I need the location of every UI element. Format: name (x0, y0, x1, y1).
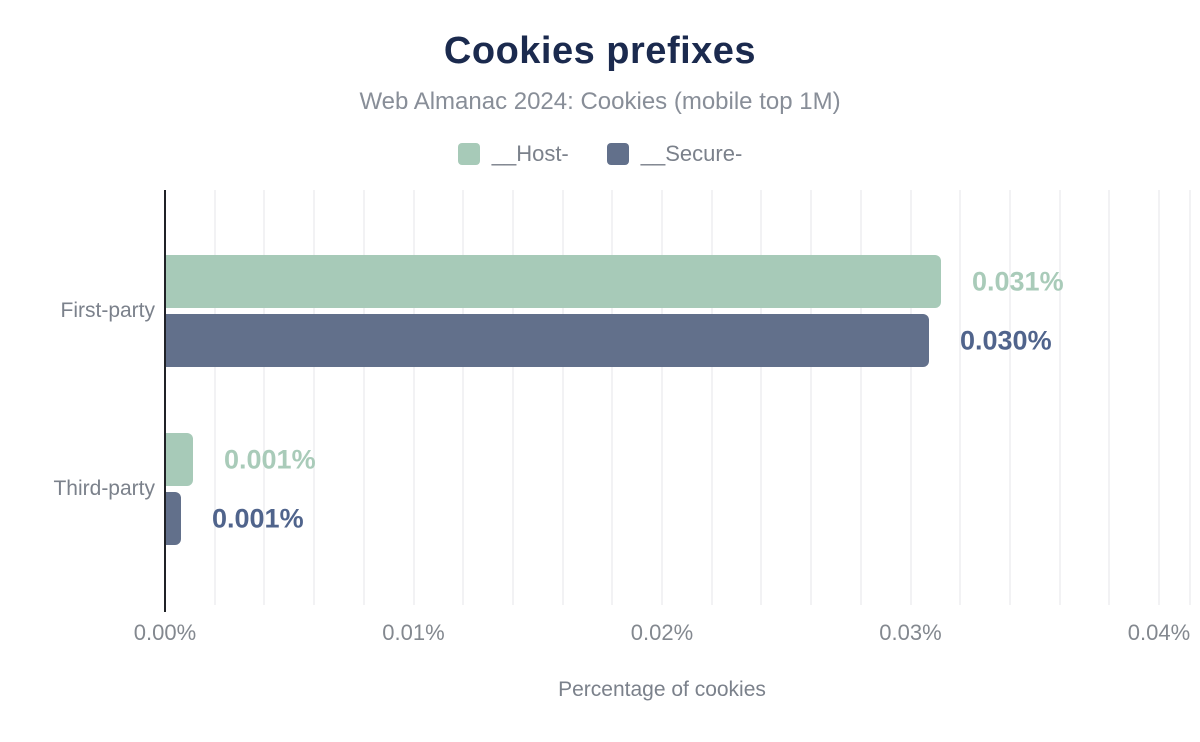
x-axis-title: Percentage of cookies (558, 678, 766, 701)
gridline (909, 190, 912, 605)
bar-host-third-party (166, 433, 193, 486)
gridline (263, 190, 266, 605)
legend-swatch-secure-icon (606, 143, 629, 165)
x-tick-label-002: 0.02% (630, 620, 694, 645)
gridline (810, 190, 813, 605)
value-label-secure-third-party: 0.001% (212, 503, 304, 533)
gridline (1189, 190, 1191, 605)
x-tick-label-003: 0.03% (879, 620, 942, 645)
gridline (1158, 190, 1160, 605)
legend-item-host: __Host- (457, 141, 569, 167)
gridline (362, 190, 365, 605)
gridline (511, 190, 514, 605)
x-tick-label-001: 0.01% (382, 620, 445, 645)
gridline (1108, 190, 1111, 605)
x-tick-label-000: 0.00% (133, 620, 197, 645)
category-label-third-party: Third-party (53, 477, 155, 500)
bar-secure-third-party (166, 492, 181, 545)
gridline (462, 190, 465, 605)
value-label-host-third-party: 0.001% (224, 444, 316, 474)
legend-label-secure: __Secure- (640, 141, 743, 166)
gridline (1008, 190, 1011, 605)
gridline (561, 190, 564, 605)
category-label-first-party: First-party (60, 299, 156, 322)
gridline (213, 190, 216, 605)
gridline (1058, 190, 1061, 605)
bar-secure-first-party (166, 314, 929, 367)
gridline (412, 190, 415, 605)
legend: __Host- __Secure- (0, 141, 1200, 167)
legend-item-secure: __Secure- (606, 141, 743, 167)
gridline (313, 190, 316, 605)
chart-title: Cookies prefixes (443, 30, 757, 72)
gridline (661, 190, 663, 605)
legend-swatch-host-icon (457, 143, 480, 165)
value-label-host-first-party: 0.031% (972, 266, 1064, 296)
gridline (710, 190, 713, 605)
value-label-secure-first-party: 0.030% (960, 325, 1052, 355)
gridline (859, 190, 862, 605)
legend-label-host: __Host- (491, 141, 569, 166)
gridline (959, 190, 962, 605)
chart-subtitle: Web Almanac 2024: Cookies (mobile top 1M… (359, 88, 841, 115)
x-tick-label-004: 0.04% (1127, 620, 1191, 645)
gridline (611, 190, 614, 605)
y-axis-line (164, 190, 166, 612)
bar-host-first-party (166, 255, 941, 308)
gridline (760, 190, 763, 605)
